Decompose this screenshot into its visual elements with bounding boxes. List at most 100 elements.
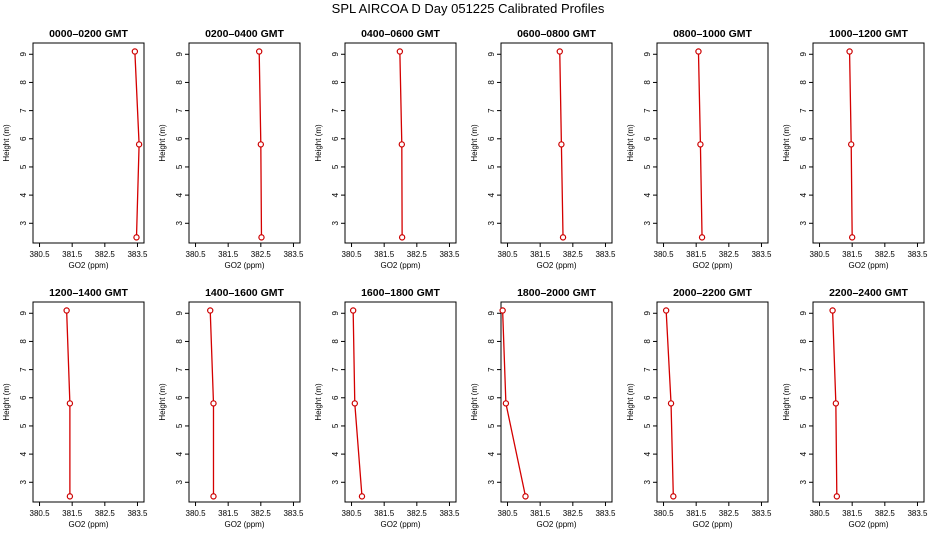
x-tick-label: 382.5 (251, 509, 272, 518)
x-tick-label: 383.5 (127, 250, 148, 259)
y-tick-label: 8 (487, 80, 496, 85)
y-tick-label: 5 (643, 423, 652, 428)
plot-frame (32, 301, 145, 503)
y-tick-label: 5 (487, 423, 496, 428)
y-tick-label: 8 (331, 80, 340, 85)
x-tick-label: 381.5 (842, 509, 863, 518)
y-tick-label: 4 (487, 192, 496, 197)
x-tick-label: 382.5 (95, 250, 116, 259)
y-tick-label: 7 (487, 108, 496, 113)
x-axis-label: GO2 (ppm) (692, 520, 732, 529)
plot-frame (344, 301, 457, 503)
x-tick-label: 380.5 (810, 509, 831, 518)
y-tick-label: 6 (643, 395, 652, 400)
data-point (398, 234, 406, 241)
panel-title: 0600–0800 GMT (517, 28, 596, 40)
x-tick-label: 383.5 (751, 250, 772, 259)
data-point (349, 307, 357, 314)
y-tick-label: 9 (19, 51, 28, 56)
y-tick-label: 9 (487, 51, 496, 56)
y-tick-label: 5 (19, 423, 28, 428)
y-tick-label: 7 (487, 367, 496, 372)
x-tick-label: 382.5 (563, 250, 584, 259)
y-axis-label: Height (m) (782, 383, 791, 421)
x-tick-label: 383.5 (127, 509, 148, 518)
panel-title: 1400–1600 GMT (205, 287, 284, 299)
y-tick-label: 4 (799, 451, 808, 456)
x-tick-label: 382.5 (875, 250, 896, 259)
x-tick-label: 380.5 (186, 250, 207, 259)
panel-2: 0200–0400 GMT 380.5 381.5 382.5 383.5 GO2 (pp… (158, 28, 304, 270)
x-axis-label: GO2 (ppm) (536, 261, 576, 270)
data-point (207, 307, 214, 314)
x-tick-label: 383.5 (907, 250, 928, 259)
data-point (131, 48, 139, 55)
x-tick-label: 382.5 (719, 250, 740, 259)
y-tick-label: 5 (331, 164, 340, 169)
data-point (255, 48, 263, 55)
y-tick-label: 3 (799, 221, 808, 226)
x-tick-label: 383.5 (595, 250, 616, 259)
data-point (559, 234, 567, 241)
y-tick-label: 4 (799, 192, 808, 197)
plot-frame (344, 42, 457, 244)
y-tick-label: 9 (643, 51, 652, 56)
panel-title: 0800–1000 GMT (673, 28, 752, 40)
y-tick-label: 7 (19, 108, 28, 113)
y-tick-label: 4 (19, 451, 28, 456)
data-point (832, 400, 840, 407)
x-tick-label: 380.5 (30, 509, 51, 518)
data-point (847, 141, 855, 148)
y-tick-label: 8 (175, 80, 184, 85)
x-tick-label: 380.5 (654, 250, 675, 259)
panel-12: 2200–2400 GMT 380.5 381.5 382.5 383.5 GO2 (pp… (782, 287, 928, 529)
x-tick-label: 382.5 (719, 509, 740, 518)
x-axis-label: GO2 (ppm) (68, 261, 108, 270)
y-tick-label: 3 (331, 221, 340, 226)
x-tick-label: 381.5 (530, 250, 551, 259)
data-point (833, 493, 841, 500)
data-point (829, 307, 836, 314)
data-point (522, 493, 529, 500)
y-tick-label: 3 (331, 480, 340, 485)
data-point (697, 141, 704, 148)
x-axis-label: GO2 (ppm) (68, 520, 108, 529)
y-tick-label: 5 (799, 423, 808, 428)
data-point (398, 141, 406, 148)
plot-frame (656, 301, 769, 503)
figure-title: SPL AIRCOA D Day 051225 Calibrated Profi… (331, 1, 605, 16)
y-axis-label: Height (m) (470, 124, 479, 162)
x-tick-label: 381.5 (530, 509, 551, 518)
y-tick-label: 6 (331, 136, 340, 141)
panel-10: 1800–2000 GMT 380.5 381.5 382.5 383.5 GO2 (pp… (470, 287, 616, 529)
x-tick-label: 380.5 (342, 250, 363, 259)
y-tick-label: 9 (175, 51, 184, 56)
y-tick-label: 4 (331, 192, 340, 197)
x-axis-label: GO2 (ppm) (536, 520, 576, 529)
y-tick-label: 4 (643, 451, 652, 456)
y-tick-label: 4 (487, 451, 496, 456)
y-tick-label: 6 (175, 395, 184, 400)
x-tick-label: 380.5 (498, 509, 519, 518)
y-tick-label: 7 (643, 108, 652, 113)
panel-title: 2000–2200 GMT (673, 287, 752, 299)
y-axis-label: Height (m) (158, 124, 167, 162)
panel-title: 0000–0200 GMT (49, 28, 128, 40)
x-tick-label: 383.5 (439, 509, 460, 518)
data-point (670, 493, 677, 500)
data-point (257, 141, 265, 148)
x-axis-label: GO2 (ppm) (224, 520, 264, 529)
x-axis-label: GO2 (ppm) (848, 520, 888, 529)
data-point (358, 493, 366, 500)
data-point (258, 234, 265, 241)
y-axis-label: Height (m) (2, 383, 11, 421)
y-tick-label: 6 (487, 136, 496, 141)
y-tick-label: 9 (331, 310, 340, 315)
panel-title: 0200–0400 GMT (205, 28, 284, 40)
data-point (846, 48, 853, 55)
data-point (210, 400, 217, 407)
data-point (66, 493, 74, 500)
y-tick-label: 3 (487, 480, 496, 485)
y-tick-label: 8 (19, 80, 28, 85)
data-point (210, 493, 217, 500)
